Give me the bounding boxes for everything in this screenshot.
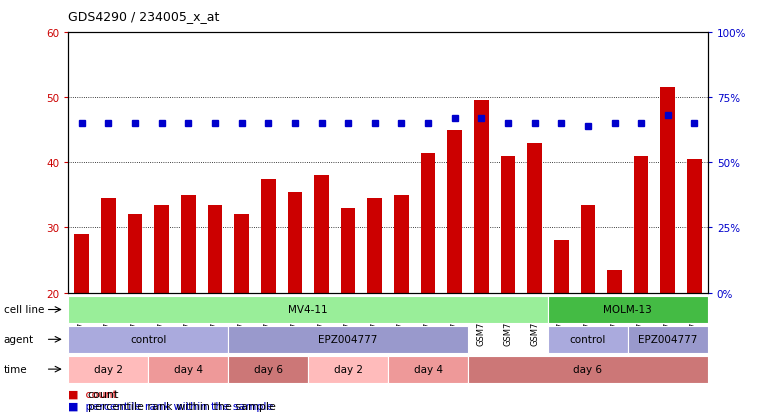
Bar	[68, 356, 148, 382]
Text: day 2: day 2	[94, 364, 123, 374]
Text: count: count	[88, 389, 119, 399]
Bar	[607, 270, 622, 293]
Bar	[234, 215, 249, 293]
Text: day 6: day 6	[253, 364, 283, 374]
Bar	[581, 205, 595, 293]
Bar	[634, 157, 648, 293]
Bar	[341, 209, 355, 293]
Bar	[181, 195, 196, 293]
Text: ■  count: ■ count	[68, 389, 117, 399]
Bar	[228, 356, 308, 382]
Text: MV4-11: MV4-11	[288, 305, 328, 315]
Bar	[394, 195, 409, 293]
Text: day 4: day 4	[174, 364, 203, 374]
Bar	[101, 199, 116, 293]
Bar	[75, 234, 89, 293]
Bar	[628, 326, 708, 353]
Bar	[154, 205, 169, 293]
Bar	[314, 176, 329, 293]
Bar	[288, 192, 302, 293]
Bar	[661, 88, 675, 293]
Text: cell line: cell line	[4, 305, 44, 315]
Bar	[687, 160, 702, 293]
Text: day 6: day 6	[573, 364, 603, 374]
Text: ■  percentile rank within the sample: ■ percentile rank within the sample	[68, 401, 274, 411]
Text: EPZ004777: EPZ004777	[318, 335, 378, 344]
Bar	[68, 326, 228, 353]
Bar	[548, 297, 708, 323]
Bar	[308, 356, 388, 382]
Bar	[554, 241, 568, 293]
Text: MOLM-13: MOLM-13	[603, 305, 652, 315]
Text: control: control	[130, 335, 167, 344]
Bar	[421, 153, 435, 293]
Text: control: control	[570, 335, 606, 344]
Text: time: time	[4, 364, 27, 374]
Bar	[474, 101, 489, 293]
Bar	[388, 356, 468, 382]
Text: GDS4290 / 234005_x_at: GDS4290 / 234005_x_at	[68, 10, 220, 23]
Bar	[368, 199, 382, 293]
Bar	[208, 205, 222, 293]
Bar	[548, 326, 628, 353]
Bar	[501, 157, 515, 293]
Text: percentile rank within the sample: percentile rank within the sample	[88, 401, 275, 411]
Bar	[527, 143, 542, 293]
Bar	[128, 215, 142, 293]
Bar	[228, 326, 468, 353]
Bar	[447, 131, 462, 293]
Bar	[148, 356, 228, 382]
Bar	[68, 297, 548, 323]
Bar	[468, 356, 708, 382]
Bar	[261, 179, 275, 293]
Text: day 2: day 2	[333, 364, 363, 374]
Text: agent: agent	[4, 335, 34, 344]
Text: EPZ004777: EPZ004777	[638, 335, 698, 344]
Text: day 4: day 4	[413, 364, 443, 374]
